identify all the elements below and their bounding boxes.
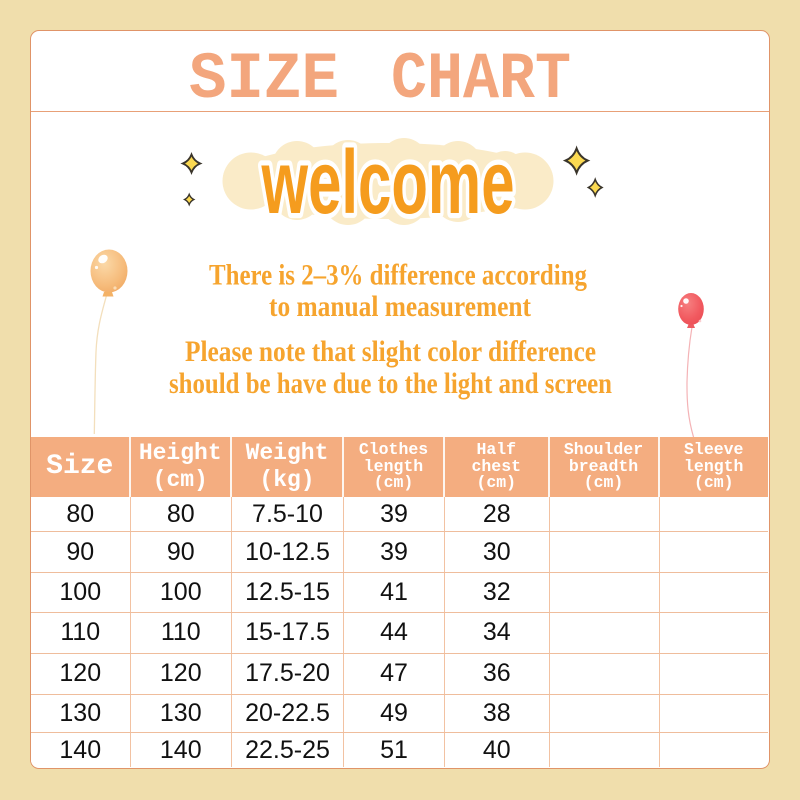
- svg-text:There is 2–3% difference accor: There is 2–3% difference according: [209, 258, 587, 291]
- svg-text:Please note that slight color: Please note that slight color difference: [185, 335, 596, 368]
- svg-text:CHART: CHART: [391, 42, 571, 114]
- svg-text:to manual measurement: to manual measurement: [269, 290, 531, 323]
- svg-text:welcome: welcome: [260, 134, 514, 233]
- svg-text:should be have due to the ligh: should be have due to the light and scre…: [169, 367, 612, 400]
- svg-text:SIZE: SIZE: [189, 42, 339, 114]
